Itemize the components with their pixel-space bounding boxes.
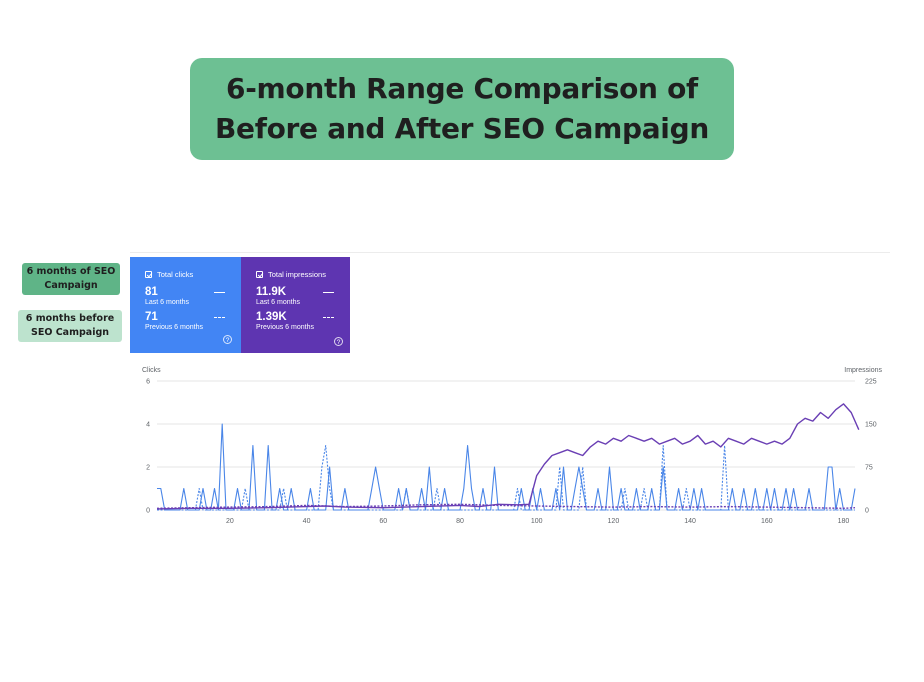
right-tick-label: 0 (865, 508, 869, 515)
x-tick-label: 60 (379, 518, 387, 525)
left-tick-label: 0 (146, 508, 150, 515)
series-line (156, 503, 856, 510)
x-tick-label: 20 (226, 518, 234, 525)
side-label-previous: 6 months before SEO Campaign (18, 310, 122, 342)
dotted-line-icon (323, 316, 334, 318)
title-banner: 6-month Range Comparison of Before and A… (190, 58, 734, 160)
clicks-previous-period: Previous 6 months (145, 324, 203, 331)
right-tick-label: 225 (865, 379, 877, 386)
x-tick-label: 120 (608, 518, 620, 525)
total-impressions-card[interactable]: Total impressions 11.9K Last 6 months 1.… (241, 257, 350, 353)
title-line-1: 6-month Range Comparison of (226, 72, 698, 105)
impressions-previous-value: 1.39K (256, 311, 287, 323)
clicks-current-value: 81 (145, 286, 158, 298)
left-tick-label: 6 (146, 379, 150, 386)
right-axis-title: Impressions (844, 367, 882, 374)
clicks-previous-row: 71 (145, 311, 227, 323)
search-console-panel: Total clicks 81 Last 6 months 71 Previou… (130, 252, 890, 528)
x-tick-label: 40 (303, 518, 311, 525)
checkbox-icon[interactable] (256, 271, 263, 278)
total-impressions-header: Total impressions (256, 270, 336, 279)
x-tick-label: 160 (761, 518, 773, 525)
x-tick-label: 140 (684, 518, 696, 525)
dotted-line-icon (214, 316, 225, 318)
solid-line-icon (323, 291, 334, 293)
checkbox-icon[interactable] (145, 271, 152, 278)
impressions-previous-period: Previous 6 months (256, 324, 314, 331)
side-label-current: 6 months of SEO Campaign (22, 263, 120, 295)
total-impressions-label: Total impressions (268, 270, 326, 279)
impressions-current-value: 11.9K (256, 286, 287, 298)
x-tick-label: 100 (531, 518, 543, 525)
series-line (157, 444, 855, 511)
left-axis-title: Clicks (142, 367, 161, 374)
help-icon[interactable]: ? (223, 335, 232, 344)
impressions-previous-row: 1.39K (256, 311, 336, 323)
clicks-current-period: Last 6 months (145, 299, 189, 306)
help-icon[interactable]: ? (334, 337, 343, 346)
solid-line-icon (214, 291, 225, 293)
series-line (156, 403, 860, 510)
title-line-2: Before and After SEO Campaign (215, 112, 709, 145)
total-clicks-header: Total clicks (145, 270, 227, 279)
left-tick-label: 4 (146, 422, 150, 429)
total-clicks-label: Total clicks (157, 270, 194, 279)
x-tick-label: 80 (456, 518, 464, 525)
impressions-current-row: 11.9K (256, 286, 336, 298)
clicks-current-row: 81 (145, 286, 227, 298)
total-clicks-card[interactable]: Total clicks 81 Last 6 months 71 Previou… (130, 257, 241, 353)
left-tick-label: 2 (146, 465, 150, 472)
x-tick-label: 180 (838, 518, 850, 525)
impressions-current-period: Last 6 months (256, 299, 300, 306)
right-tick-label: 75 (865, 465, 873, 472)
right-tick-label: 150 (865, 422, 877, 429)
clicks-previous-value: 71 (145, 311, 158, 323)
